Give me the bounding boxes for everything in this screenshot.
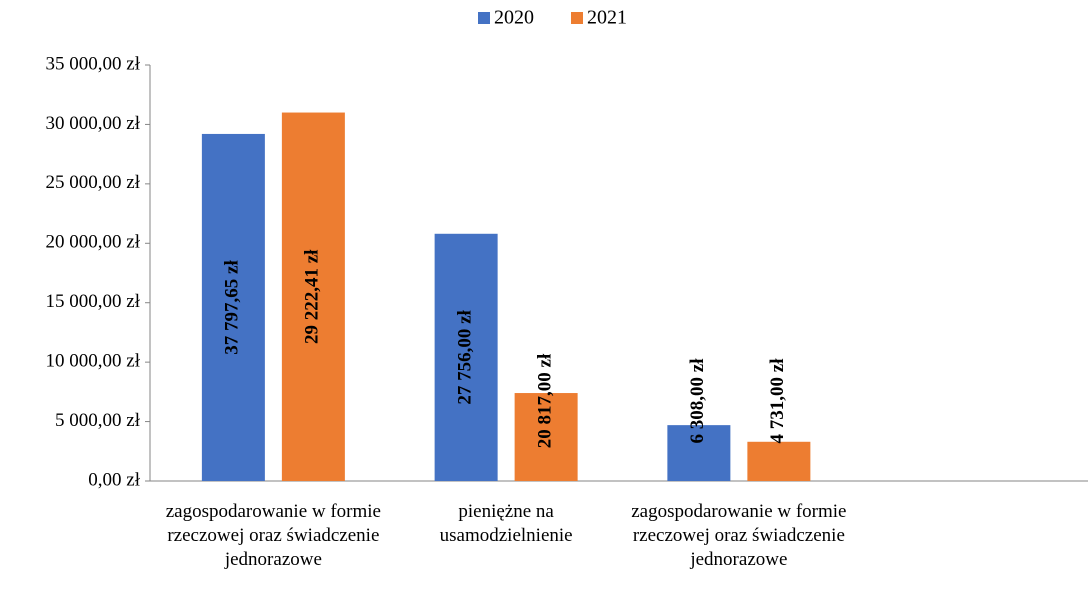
y-tick-label: 35 000,00 zł: [46, 53, 141, 74]
y-tick-label: 30 000,00 zł: [46, 113, 141, 134]
y-tick-label: 0,00 zł: [88, 469, 140, 490]
x-tick-label: pieniężne na usamodzielnienie: [439, 501, 573, 546]
bar: [201, 133, 265, 482]
data-label: 6 308,00 zł: [687, 358, 708, 444]
x-tick-label: zagospodarowanie w formie rzeczowej oraz…: [165, 501, 381, 570]
data-label: 37 797,65 zł: [222, 260, 243, 355]
bar: [747, 441, 811, 481]
bar: [434, 233, 498, 481]
data-label: 20 817,00 zł: [534, 353, 555, 448]
y-tick-label: 15 000,00 zł: [46, 291, 141, 312]
bar: [667, 425, 731, 481]
legend-label: 2021: [587, 7, 627, 29]
legend-swatch: [571, 12, 583, 24]
data-label: 29 222,41 zł: [302, 249, 323, 344]
y-tick-label: 5 000,00 zł: [55, 410, 141, 431]
bar: [514, 393, 578, 481]
bar: [281, 112, 345, 482]
data-label: 27 756,00 zł: [454, 309, 475, 404]
x-tick-label: zagospodarowanie w formie rzeczowej oraz…: [631, 501, 847, 570]
legend-swatch: [478, 12, 490, 24]
legend-label: 2020: [494, 7, 534, 29]
y-tick-label: 20 000,00 zł: [46, 232, 141, 253]
data-label: 4 731,00 zł: [767, 358, 788, 444]
y-tick-label: 25 000,00 zł: [46, 172, 141, 193]
y-tick-label: 10 000,00 zł: [46, 351, 141, 372]
